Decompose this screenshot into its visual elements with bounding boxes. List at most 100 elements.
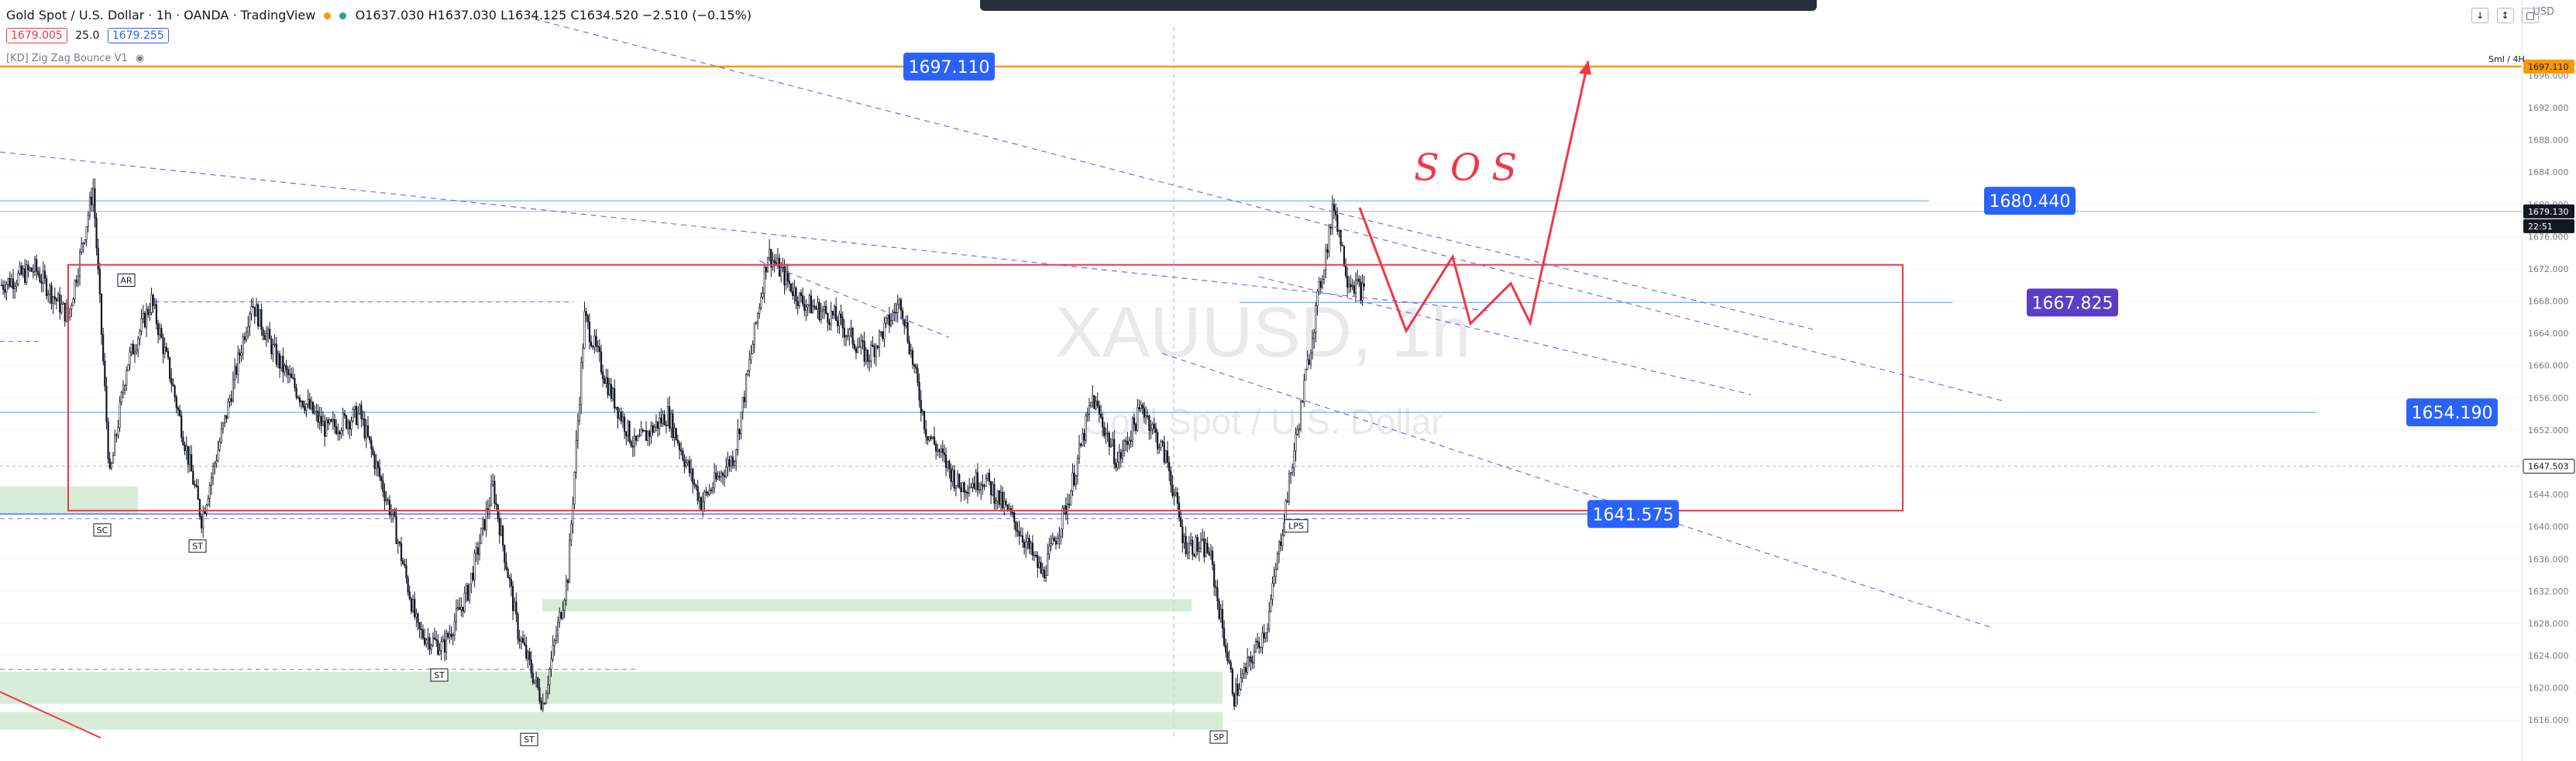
candle [504, 544, 506, 571]
price-tick: 1616.000 [2528, 715, 2569, 725]
candle [263, 330, 266, 340]
axis-badge-box[interactable] [2523, 59, 2574, 74]
candle [45, 274, 48, 300]
candle [365, 418, 367, 449]
candle [155, 298, 158, 330]
axis-badge-box[interactable] [2523, 204, 2574, 219]
candle-body [366, 425, 370, 437]
price-label-box[interactable] [1587, 500, 1679, 529]
candle [1288, 470, 1291, 506]
candle [983, 484, 985, 491]
candle [1354, 272, 1357, 302]
candle-body [1025, 541, 1027, 548]
price-label[interactable]: 1641.575 [1593, 505, 1674, 525]
candle-body [1276, 553, 1278, 570]
candle [69, 308, 71, 322]
candle-body [1293, 450, 1295, 469]
candle-body [442, 639, 444, 642]
candle [711, 481, 714, 494]
candle [973, 476, 975, 490]
sell-price[interactable]: 1679.005 [6, 28, 67, 43]
candle [1031, 535, 1033, 561]
candle [480, 527, 483, 545]
axis-badge-box[interactable] [2523, 219, 2574, 233]
candle [550, 651, 552, 677]
candle-body [938, 449, 941, 453]
candle [645, 421, 648, 441]
candle-body [645, 430, 648, 441]
symbol-title[interactable]: Gold Spot / U.S. Dollar · 1h · OANDA · T… [6, 8, 316, 22]
candle [542, 693, 544, 713]
candle-body [937, 449, 939, 452]
maximize-icon[interactable]: ↕ [2496, 8, 2514, 23]
candle [968, 477, 971, 497]
candle [1208, 547, 1210, 556]
candle-body [1192, 539, 1194, 555]
price-label[interactable]: 1667.825 [2032, 294, 2113, 313]
candle [143, 311, 146, 329]
candle-body [996, 490, 999, 502]
candle-body [333, 419, 336, 427]
candle-body [208, 485, 211, 499]
candle-body [610, 384, 612, 399]
candle [928, 436, 930, 442]
candle-body [1231, 669, 1233, 694]
price-label[interactable]: 1697.110 [909, 58, 990, 77]
candle [1130, 430, 1132, 449]
candle-body [237, 352, 239, 375]
candle-body [33, 259, 36, 272]
price-axis[interactable]: 1616.0001620.0001624.0001628.0001632.000… [2521, 0, 2576, 761]
axis-badge-box[interactable] [2523, 459, 2575, 474]
candle [359, 403, 361, 415]
candle [537, 677, 539, 690]
candle [1219, 604, 1222, 623]
candle-body [387, 499, 389, 501]
candle-body [285, 365, 287, 370]
eye-icon[interactable]: ◉ [135, 53, 145, 64]
drawing-toolbar[interactable] [980, 0, 1817, 11]
price-label-box[interactable] [903, 52, 995, 81]
price-label[interactable]: 1654.190 [2412, 404, 2493, 423]
candle-body [197, 486, 199, 500]
candle [390, 504, 393, 523]
candle-body [78, 251, 81, 277]
candle [492, 473, 494, 487]
candle-body [559, 612, 561, 623]
axis-badge[interactable]: 1697.110 [2528, 62, 2569, 72]
candle-body [1346, 275, 1349, 288]
candle [611, 386, 614, 402]
price-label-box[interactable] [1984, 187, 2076, 215]
candle-body [1071, 472, 1074, 491]
buy-price[interactable]: 1679.255 [107, 28, 169, 43]
indicator-name[interactable]: [KD] Zig Zag Bounce V1 [6, 53, 128, 64]
candle [1254, 638, 1257, 653]
axis-badge[interactable]: 1647.503 [2528, 462, 2569, 472]
candle [30, 267, 33, 272]
axis-badge[interactable]: 1679.130 [2528, 207, 2569, 217]
candle [352, 407, 354, 423]
candle-body [723, 475, 726, 477]
candle-body [1115, 463, 1117, 468]
price-label-box[interactable] [2406, 398, 2498, 427]
candle-body [475, 547, 477, 554]
candle [635, 436, 638, 446]
axis-badge[interactable]: 22:51 [2528, 222, 2553, 232]
candle-body [1351, 285, 1353, 288]
restore-icon[interactable]: □ [2522, 8, 2539, 23]
candle [851, 327, 854, 349]
candle-body [172, 384, 174, 387]
arrow-down-icon[interactable]: ↓ [2471, 8, 2489, 23]
price-label-box[interactable] [2027, 288, 2118, 317]
candle-body [827, 313, 829, 323]
candle [920, 390, 922, 422]
price-label[interactable]: 1680.440 [1990, 192, 2071, 212]
candle-body [1328, 226, 1330, 253]
candle [876, 345, 879, 350]
candle [656, 421, 659, 438]
candle [483, 518, 486, 532]
candle-body [710, 489, 712, 491]
candle-body [222, 422, 225, 429]
candle-body [100, 294, 103, 336]
candle [860, 333, 862, 355]
price-labels[interactable]: 1697.110 1680.440 1667.825 1654.190 1641.575 [903, 52, 2498, 529]
